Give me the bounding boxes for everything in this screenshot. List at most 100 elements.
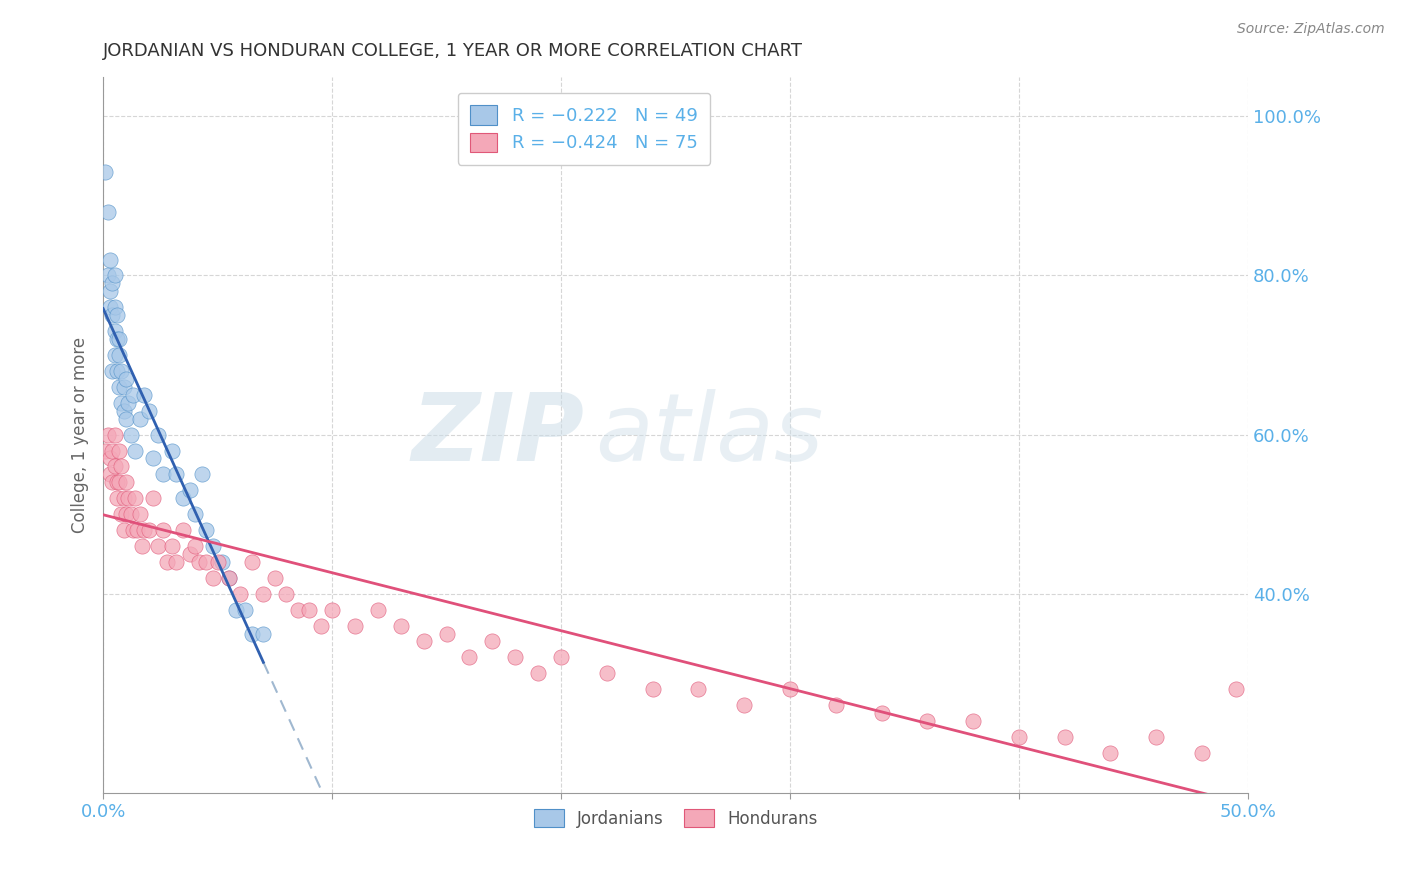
- Point: [103, 324, 125, 338]
- Point: [172, 523, 194, 537]
- Point: [101, 443, 124, 458]
- Point: [165, 467, 187, 482]
- Point: [128, 507, 150, 521]
- Point: [101, 277, 124, 291]
- Point: [188, 555, 211, 569]
- Point: [131, 539, 153, 553]
- Point: [115, 507, 138, 521]
- Point: [105, 332, 128, 346]
- Point: [97, 427, 120, 442]
- Text: Source: ZipAtlas.com: Source: ZipAtlas.com: [1237, 22, 1385, 37]
- Point: [142, 491, 165, 506]
- Y-axis label: College, 1 year or more: College, 1 year or more: [72, 336, 89, 533]
- Point: [103, 268, 125, 283]
- Point: [458, 650, 481, 665]
- Point: [120, 507, 142, 521]
- Point: [122, 523, 145, 537]
- Point: [165, 555, 187, 569]
- Point: [117, 396, 139, 410]
- Legend: Jordanians, Hondurans: Jordanians, Hondurans: [527, 803, 824, 834]
- Point: [225, 602, 247, 616]
- Point: [110, 507, 132, 521]
- Point: [688, 682, 710, 697]
- Point: [1053, 730, 1076, 744]
- Point: [436, 626, 458, 640]
- Point: [98, 252, 121, 267]
- Point: [412, 634, 434, 648]
- Point: [240, 555, 263, 569]
- Point: [287, 602, 309, 616]
- Point: [108, 475, 131, 490]
- Point: [146, 427, 169, 442]
- Point: [108, 443, 131, 458]
- Point: [108, 380, 131, 394]
- Point: [1191, 746, 1213, 760]
- Point: [190, 467, 212, 482]
- Point: [195, 555, 218, 569]
- Point: [134, 523, 156, 537]
- Point: [596, 666, 619, 681]
- Point: [202, 539, 225, 553]
- Point: [252, 626, 274, 640]
- Point: [733, 698, 755, 713]
- Point: [152, 523, 174, 537]
- Point: [179, 547, 201, 561]
- Point: [103, 427, 125, 442]
- Point: [233, 602, 256, 616]
- Point: [211, 555, 233, 569]
- Point: [117, 491, 139, 506]
- Point: [115, 372, 138, 386]
- Point: [229, 587, 252, 601]
- Point: [276, 587, 298, 601]
- Point: [870, 706, 893, 720]
- Point: [779, 682, 801, 697]
- Point: [98, 285, 121, 299]
- Point: [321, 602, 343, 616]
- Point: [917, 714, 939, 728]
- Point: [183, 539, 205, 553]
- Point: [309, 618, 332, 632]
- Point: [218, 571, 240, 585]
- Text: JORDANIAN VS HONDURAN COLLEGE, 1 YEAR OR MORE CORRELATION CHART: JORDANIAN VS HONDURAN COLLEGE, 1 YEAR OR…: [103, 42, 803, 60]
- Point: [97, 268, 120, 283]
- Point: [252, 587, 274, 601]
- Point: [160, 443, 183, 458]
- Point: [202, 571, 225, 585]
- Point: [824, 698, 846, 713]
- Point: [105, 475, 128, 490]
- Point: [115, 411, 138, 425]
- Point: [1008, 730, 1031, 744]
- Point: [103, 301, 125, 315]
- Point: [98, 451, 121, 466]
- Point: [112, 380, 135, 394]
- Point: [218, 571, 240, 585]
- Point: [94, 165, 117, 179]
- Point: [128, 411, 150, 425]
- Point: [172, 491, 194, 506]
- Point: [108, 332, 131, 346]
- Point: [112, 523, 135, 537]
- Point: [101, 475, 124, 490]
- Point: [98, 467, 121, 482]
- Point: [263, 571, 285, 585]
- Point: [195, 523, 218, 537]
- Point: [122, 388, 145, 402]
- Point: [481, 634, 503, 648]
- Point: [94, 443, 117, 458]
- Point: [641, 682, 664, 697]
- Point: [120, 427, 142, 442]
- Point: [124, 443, 146, 458]
- Point: [389, 618, 412, 632]
- Point: [550, 650, 572, 665]
- Point: [110, 364, 132, 378]
- Point: [112, 403, 135, 417]
- Point: [138, 523, 160, 537]
- Point: [240, 626, 263, 640]
- Point: [962, 714, 984, 728]
- Point: [146, 539, 169, 553]
- Point: [503, 650, 526, 665]
- Point: [101, 308, 124, 322]
- Point: [160, 539, 183, 553]
- Point: [138, 403, 160, 417]
- Point: [98, 301, 121, 315]
